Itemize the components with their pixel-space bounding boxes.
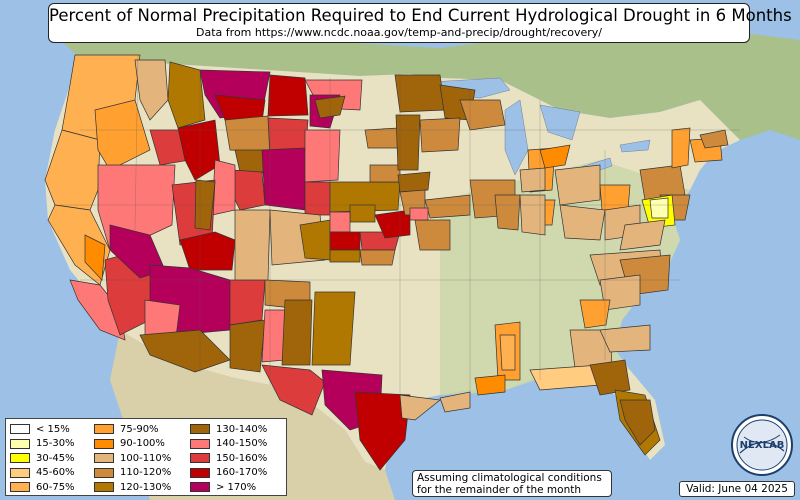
nexlab-logo: NEXLAB [731, 414, 793, 476]
canada-landmass [60, 30, 800, 140]
title-box: Percent of Normal Precipitation Required… [48, 3, 792, 43]
legend-item: 160-170% [190, 466, 286, 480]
legend-swatch [10, 424, 30, 434]
legend-swatch [10, 438, 30, 449]
legend-label: 140-150% [216, 438, 268, 449]
legend-swatch [10, 467, 30, 478]
legend-item: < 15% [10, 422, 94, 436]
valid-date: Valid: June 04 2025 [679, 481, 795, 497]
legend-label: > 170% [216, 481, 257, 493]
legend-item: 15-30% [10, 437, 94, 451]
legend-swatch [190, 438, 210, 449]
legend-item: 110-120% [94, 466, 190, 480]
legend-label: 60-75% [36, 481, 75, 493]
legend-item: 140-150% [190, 437, 286, 451]
legend-item: 150-160% [190, 451, 286, 465]
legend-label: 90-100% [120, 438, 165, 449]
assumption-note: Assuming climatological conditions for t… [412, 470, 612, 497]
legend-label: 100-110% [120, 452, 172, 464]
legend-label: 45-60% [36, 467, 75, 478]
legend-label: < 15% [36, 423, 70, 435]
legend-label: 30-45% [36, 452, 75, 464]
legend-item: 100-110% [94, 451, 190, 465]
legend-swatch [94, 424, 114, 434]
legend-swatch [190, 453, 210, 463]
legend-item: 90-100% [94, 437, 190, 451]
legend: < 15% 15-30% 30-45% 45-60% 60-75% 75-90% 90-10… [5, 418, 287, 496]
legend-swatch [94, 438, 114, 449]
legend-label: 150-160% [216, 452, 268, 464]
legend-swatch [10, 453, 30, 463]
legend-item: 30-45% [10, 451, 94, 465]
legend-item: 120-130% [94, 480, 190, 494]
legend-label: 110-120% [120, 467, 172, 478]
legend-swatch [94, 467, 114, 478]
legend-swatch [190, 467, 210, 478]
legend-label: 120-130% [120, 481, 172, 493]
drought-regions [44, 54, 729, 471]
legend-swatch [94, 482, 114, 492]
legend-label: 160-170% [216, 467, 268, 478]
legend-swatch [94, 453, 114, 463]
legend-item: 45-60% [10, 466, 94, 480]
legend-item: 75-90% [94, 422, 190, 436]
legend-item: 130-140% [190, 422, 286, 436]
map-subtitle: Data from https://www.ncdc.noaa.gov/temp… [196, 26, 602, 39]
legend-label: 130-140% [216, 423, 268, 435]
legend-swatch [190, 424, 210, 434]
legend-label: 75-90% [120, 423, 159, 435]
map-title: Percent of Normal Precipitation Required… [49, 6, 792, 25]
legend-swatch [10, 482, 30, 492]
legend-item: 60-75% [10, 480, 94, 494]
logo-text: NEXLAB [740, 440, 785, 451]
legend-label: 15-30% [36, 438, 75, 449]
legend-swatch [190, 482, 210, 492]
legend-item: > 170% [190, 480, 286, 494]
